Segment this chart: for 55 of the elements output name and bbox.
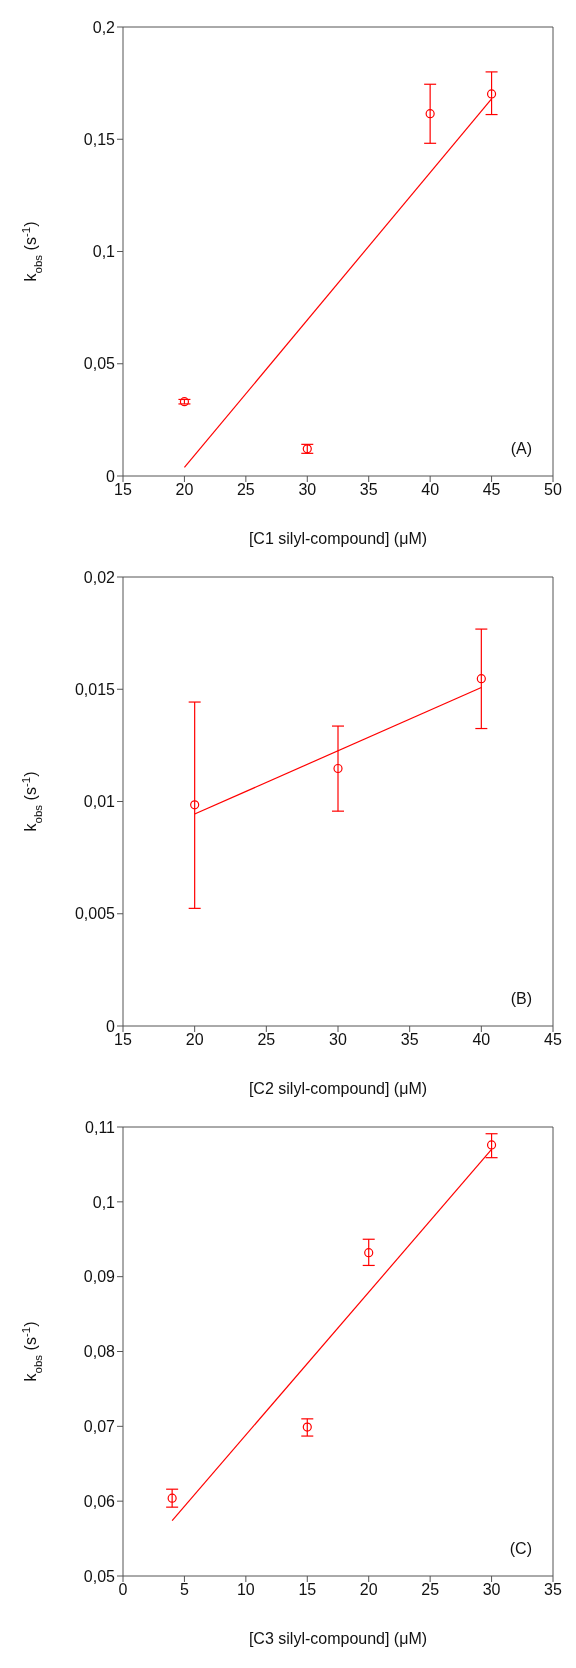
x-tick-label: 45: [482, 481, 501, 499]
x-tick-label: 20: [359, 1581, 378, 1599]
point: [425, 109, 435, 119]
x-tick-label: 10: [236, 1581, 255, 1599]
y-tick-label: 0: [106, 1017, 116, 1035]
point: [486, 89, 497, 99]
y-tick-label: 0,02: [83, 568, 116, 586]
annotation: (C): [509, 1540, 532, 1558]
x-tick-label: 40: [472, 1031, 491, 1049]
annotation: (A): [510, 440, 532, 458]
x-tick-label: 5: [179, 1581, 189, 1599]
point: [167, 1493, 177, 1503]
y-tick-label: 0,1: [92, 1193, 116, 1211]
x-tick-label: 30: [482, 1581, 501, 1599]
x-tick-label: 45: [544, 1031, 562, 1049]
x-tick-label: 25: [421, 1581, 440, 1599]
x-tick-label: 30: [329, 1031, 347, 1049]
x-tick-label: 25: [257, 1031, 276, 1049]
x-tick-label: 40: [421, 481, 440, 499]
point: [476, 674, 486, 684]
x-axis-title: [C2 silyl-compound] (μM): [248, 1080, 428, 1097]
y-tick-label: 0,09: [83, 1268, 116, 1286]
x-tick-label: 35: [400, 1031, 419, 1049]
x-axis-title: [C3 silyl-compound] (μM): [248, 1630, 428, 1647]
y-tick-label: 0,005: [74, 905, 116, 923]
y-tick-label: 0,1: [92, 243, 116, 261]
point: [486, 1140, 497, 1150]
point: [302, 1422, 312, 1432]
x-tick-label: 30: [298, 481, 317, 499]
y-tick-label: 0,06: [83, 1492, 116, 1510]
point: [364, 1248, 374, 1258]
y-tick-label: 0,015: [74, 680, 116, 698]
y-tick-label: 0,01: [83, 793, 116, 811]
x-tick-label: 25: [236, 481, 255, 499]
y-tick-label: 0,2: [92, 18, 116, 36]
x-tick-label: 15: [114, 481, 132, 499]
y-tick-label: 0,05: [83, 355, 116, 373]
point: [190, 800, 200, 810]
y-tick-label: 0,11: [85, 1118, 116, 1136]
y-tick-label: 0,07: [83, 1418, 116, 1436]
y-tick-label: 0: [106, 467, 116, 485]
x-tick-label: 0: [118, 1581, 128, 1599]
x-tick-label: 15: [114, 1031, 132, 1049]
x-tick-label: 20: [185, 1031, 204, 1049]
x-tick-label: 15: [298, 1581, 317, 1599]
y-tick-label: 0,05: [83, 1567, 116, 1585]
y-tick-label: 0,15: [83, 130, 116, 148]
point: [333, 763, 343, 774]
x-tick-label: 35: [544, 1581, 562, 1599]
y-tick-label: 0,08: [83, 1343, 116, 1361]
x-tick-label: 20: [175, 481, 194, 499]
x-tick-label: 35: [359, 481, 378, 499]
x-axis-title: [C1 silyl-compound] (μM): [248, 530, 428, 547]
x-tick-label: 50: [544, 481, 562, 499]
annotation: (B): [510, 990, 532, 1008]
